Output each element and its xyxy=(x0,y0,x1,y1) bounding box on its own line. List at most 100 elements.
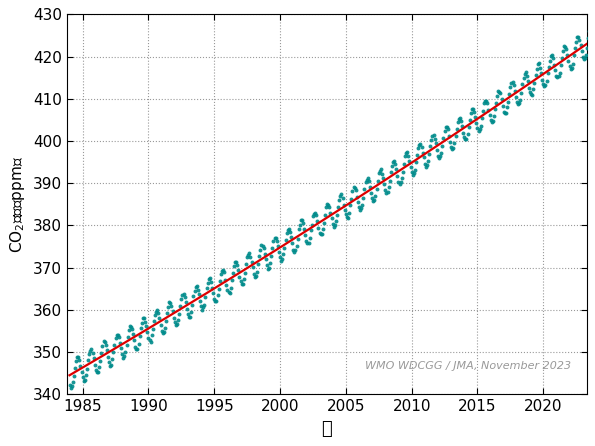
Point xyxy=(488,118,497,125)
Point xyxy=(189,292,198,299)
Point xyxy=(104,358,114,365)
Point xyxy=(545,57,555,64)
Point xyxy=(566,66,575,73)
Point xyxy=(205,275,215,282)
Point xyxy=(90,362,99,369)
Point xyxy=(164,303,173,310)
Point xyxy=(530,79,539,87)
Point xyxy=(479,99,488,107)
Point xyxy=(434,154,444,161)
Point xyxy=(442,123,452,130)
Point xyxy=(155,314,164,322)
Point xyxy=(157,327,167,334)
Point xyxy=(178,291,188,298)
Point xyxy=(522,72,531,79)
Point xyxy=(416,143,426,150)
Point xyxy=(91,367,101,374)
Point xyxy=(558,47,568,54)
Point xyxy=(74,356,84,363)
Point xyxy=(325,203,334,211)
Point xyxy=(204,276,214,283)
Point xyxy=(399,160,409,167)
Point xyxy=(584,28,594,35)
Point xyxy=(283,227,293,234)
Point xyxy=(483,100,492,107)
Point xyxy=(458,122,467,129)
Point xyxy=(397,174,406,182)
Point xyxy=(93,368,103,376)
Point xyxy=(536,70,546,77)
Point xyxy=(262,262,272,269)
Point xyxy=(130,343,140,350)
Point xyxy=(221,281,231,289)
Point xyxy=(533,61,543,68)
Point xyxy=(113,331,123,339)
Point xyxy=(100,338,109,345)
Point xyxy=(231,259,241,266)
Point xyxy=(159,328,168,335)
Point xyxy=(134,341,143,348)
Point xyxy=(105,362,115,369)
Point xyxy=(99,337,108,344)
Point xyxy=(338,194,347,202)
Point xyxy=(277,256,287,263)
Point xyxy=(478,107,488,115)
Point xyxy=(455,114,465,121)
Point xyxy=(151,308,161,315)
Point xyxy=(138,314,148,322)
Point xyxy=(381,186,390,193)
Point xyxy=(472,120,481,127)
Point xyxy=(187,301,197,309)
Point xyxy=(340,206,349,213)
Point xyxy=(173,316,183,323)
Point xyxy=(534,60,544,67)
Point xyxy=(315,229,324,236)
Point xyxy=(368,198,378,205)
Point xyxy=(443,126,453,133)
Point xyxy=(337,191,346,198)
Point xyxy=(186,308,196,315)
Point xyxy=(251,273,261,280)
Point xyxy=(305,234,314,241)
Point xyxy=(321,203,331,211)
Point xyxy=(144,335,154,342)
Point xyxy=(165,298,174,306)
Point xyxy=(193,286,202,293)
Point xyxy=(252,268,262,275)
Point xyxy=(108,355,117,363)
Point xyxy=(220,269,229,276)
Point xyxy=(519,74,528,81)
Point xyxy=(145,336,154,343)
Point xyxy=(476,123,486,130)
Point xyxy=(242,261,251,268)
Point xyxy=(395,181,405,188)
Point xyxy=(79,378,89,385)
Point xyxy=(411,159,421,166)
Point xyxy=(543,70,552,77)
Point xyxy=(224,289,233,296)
Point xyxy=(140,318,150,325)
Point xyxy=(547,51,557,58)
Point xyxy=(351,186,361,194)
Point xyxy=(77,369,86,376)
Point xyxy=(373,177,383,184)
Point xyxy=(390,161,400,168)
Point xyxy=(584,35,593,42)
Point xyxy=(147,332,156,339)
Point xyxy=(68,378,77,385)
Point xyxy=(203,280,212,287)
Point xyxy=(312,217,322,224)
Point xyxy=(383,188,392,195)
Point xyxy=(260,251,270,258)
Point xyxy=(402,150,411,157)
Point xyxy=(575,36,584,43)
Point xyxy=(319,219,328,226)
Point xyxy=(480,98,490,105)
Point xyxy=(240,269,250,277)
Point xyxy=(461,136,470,143)
Point xyxy=(306,226,315,233)
Point xyxy=(74,354,83,361)
Point xyxy=(127,326,137,333)
Point xyxy=(71,357,81,364)
Point xyxy=(112,331,121,338)
